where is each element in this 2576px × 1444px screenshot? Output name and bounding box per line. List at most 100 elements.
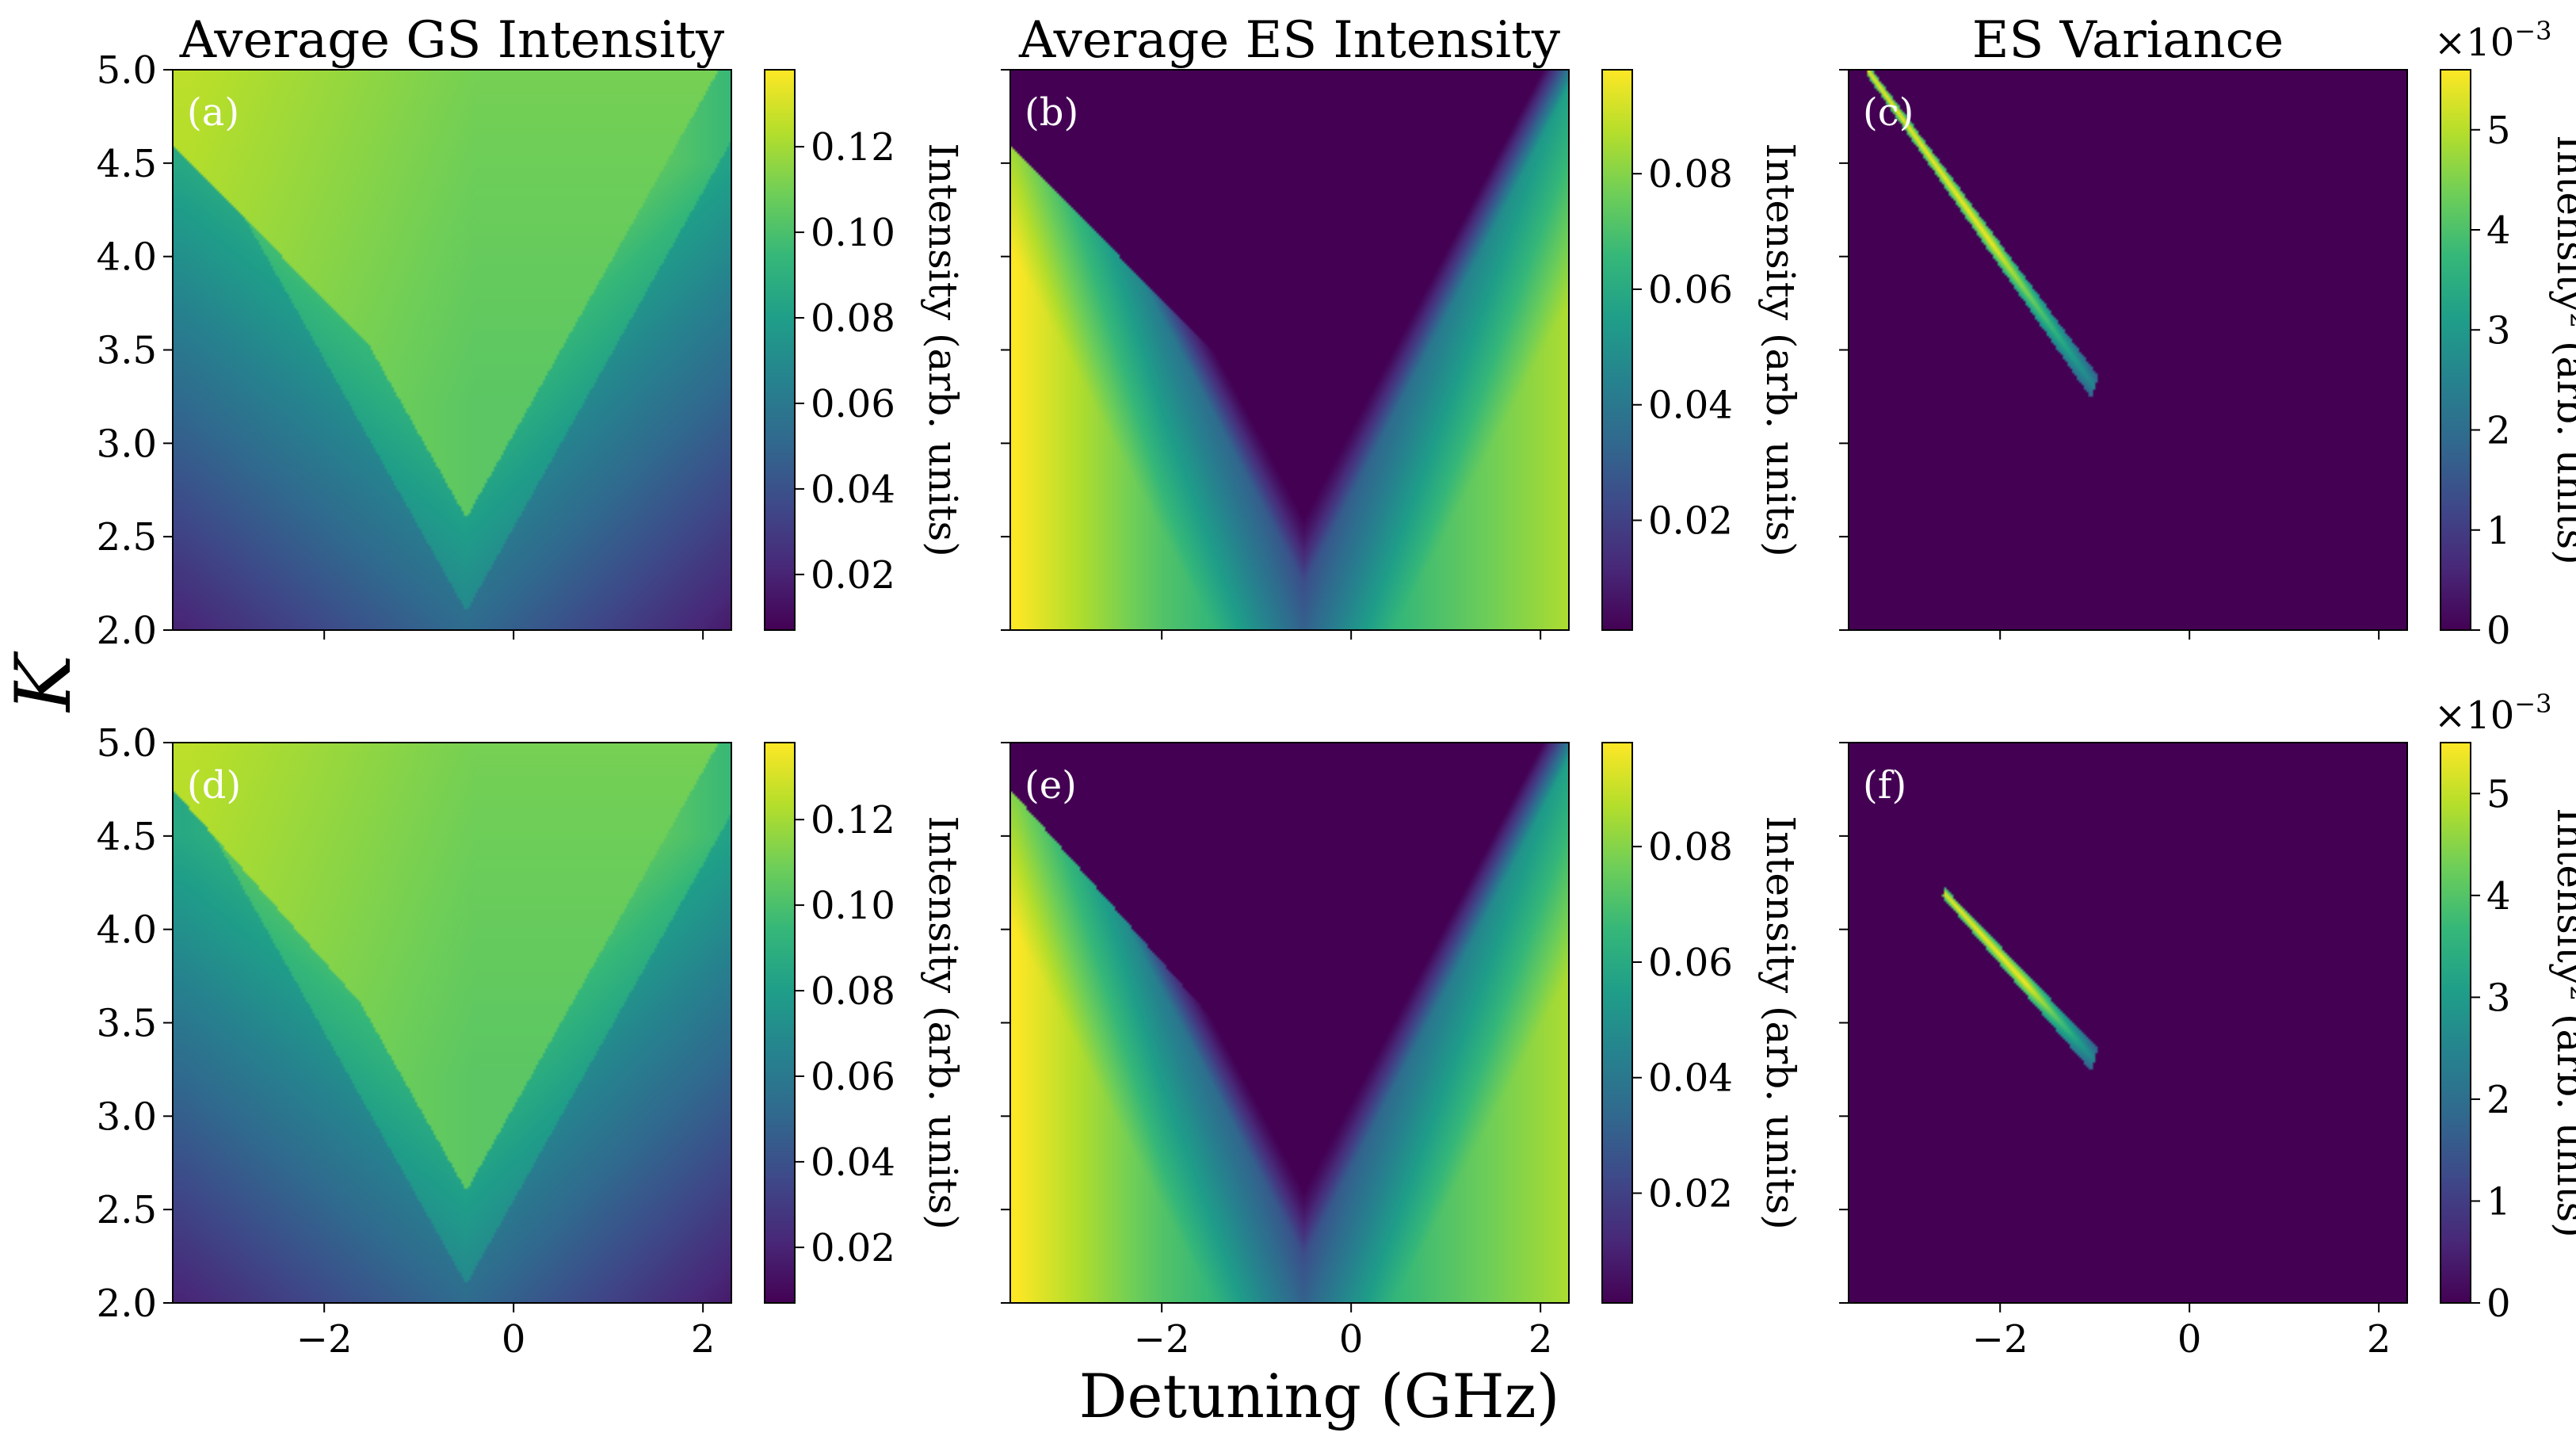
colorbar-gradient-f (2441, 743, 2471, 1303)
colorbar-tick-label-d-3: 0.08 (811, 969, 895, 1014)
x-tick-label-d-1: 0 (502, 1317, 526, 1362)
colorbar-tick-label-a-1: 0.04 (811, 468, 895, 512)
y-tick-label-d-3: 3.5 (97, 1002, 157, 1046)
colorbar-frame-f (2440, 742, 2471, 1304)
panel-label-e: (e) (1025, 763, 1077, 808)
x-axis-label: Detuning (GHz) (1079, 1361, 1560, 1431)
y-tick-label-d-2: 3.0 (97, 1094, 157, 1139)
y-tick-label-d-5: 4.5 (97, 815, 157, 859)
panel-f: (f) −2 0 2 0 1 2 3 4 5 Intensity² (arb. units) ×10−… (1839, 689, 2576, 1362)
x-tick-label-d-0: −2 (296, 1317, 353, 1362)
colorbar-f: 0 1 2 3 4 5 Intensity² (arb. units) ×10−3 (2434, 689, 2576, 1326)
colorbar-tick-label-f-3: 3 (2486, 976, 2511, 1020)
colorbar-tick-label-f-5: 5 (2486, 772, 2511, 816)
panels-group: (a) Average GS Intensity 2.0 2.5 3.0 3.5 4.0 4.… (97, 11, 2576, 1362)
panel-label-d: (d) (187, 763, 241, 808)
heatmap-e (1010, 743, 1569, 1303)
colorbar-c: 0 1 2 3 4 5 Intensity² (arb. units) ×10−3 (2434, 16, 2576, 653)
colorbar-frame-d (764, 742, 796, 1304)
colorbar-gradient-a (765, 70, 795, 630)
colorbar-tick-label-e-3: 0.08 (1648, 825, 1733, 869)
colorbar-tick-label-a-0: 0.02 (811, 553, 895, 598)
panel-a: (a) Average GS Intensity 2.0 2.5 3.0 3.5 4.0 4.… (97, 11, 966, 653)
colorbar-gradient-e (1602, 743, 1632, 1303)
colorbar-tick-label-e-2: 0.06 (1648, 941, 1733, 985)
colorbar-label-a: Intensity (arb. units) (920, 143, 966, 556)
colorbar-frame-b (1601, 69, 1633, 631)
y-tick-label-a-2: 3.0 (97, 422, 157, 466)
colorbar-tick-label-b-1: 0.04 (1648, 384, 1733, 428)
x-tick-label-f-2: 2 (2367, 1317, 2391, 1362)
y-tick-label-a-4: 4.0 (97, 235, 157, 280)
colorbar-frame-c (2440, 69, 2471, 631)
panel-b: (b) Average ES Intensity 0.02 0.04 0.06 0.08 I… (1001, 11, 1803, 640)
y-axis-label: K (0, 651, 88, 713)
colorbar-tick-label-f-4: 4 (2486, 874, 2511, 919)
colorbar-gradient-d (765, 743, 795, 1303)
colorbar-tick-label-c-3: 3 (2486, 308, 2511, 353)
colorbar-tick-label-c-2: 2 (2486, 409, 2511, 453)
panel-label-c: (c) (1863, 90, 1914, 135)
y-tick-label-d-4: 4.0 (97, 908, 157, 953)
colorbar-tick-label-e-1: 0.04 (1648, 1056, 1733, 1101)
x-tick-label-e-1: 0 (1339, 1317, 1364, 1362)
y-tick-label-a-0: 2.0 (97, 609, 157, 653)
heatmap-c (1849, 70, 2407, 630)
heatmap-b (1010, 70, 1569, 630)
y-tick-label-d-0: 2.0 (97, 1282, 157, 1326)
colorbar-label-d: Intensity (arb. units) (920, 816, 966, 1229)
colorbar-multiplier-f: ×10−3 (2434, 689, 2551, 738)
colorbar-tick-label-c-0: 0 (2486, 609, 2511, 653)
colorbar-label-f: Intensity² (arb. units) (2548, 808, 2576, 1237)
colorbar-label-e: Intensity (arb. units) (1757, 816, 1803, 1229)
colorbar-tick-label-b-3: 0.08 (1648, 152, 1733, 197)
colorbar-tick-label-e-0: 0.02 (1648, 1172, 1733, 1217)
colorbar-label-b: Intensity (arb. units) (1757, 143, 1803, 556)
colorbar-multiplier-c: ×10−3 (2434, 16, 2551, 65)
colorbar-tick-label-d-5: 0.12 (811, 798, 895, 842)
panel-d: (d) −2 0 2 2.0 2.5 3.0 3.5 4.0 4.5 5.0 0.02 0.04 0.06… (97, 721, 966, 1362)
panel-e: (e) −2 0 2 0.02 0.04 0.06 0.08 Intensity (arb. u… (1001, 742, 1803, 1362)
panel-label-b: (b) (1025, 90, 1078, 135)
panel-title-b: Average ES Intensity (1018, 11, 1560, 70)
y-tick-label-a-5: 4.5 (97, 142, 157, 186)
colorbar-b: 0.02 0.04 0.06 0.08 Intensity (arb. units) (1601, 69, 1803, 631)
panel-title-a: Average GS Intensity (179, 11, 724, 70)
colorbar-tick-label-a-3: 0.08 (811, 296, 895, 341)
heatmap-f (1849, 743, 2407, 1303)
colorbar-tick-label-f-2: 2 (2486, 1078, 2511, 1122)
colorbar-tick-label-b-0: 0.02 (1648, 499, 1733, 544)
x-tick-label-f-0: −2 (1972, 1317, 2028, 1362)
colorbar-gradient-c (2441, 70, 2471, 630)
colorbar-label-c: Intensity² (arb. units) (2548, 135, 2576, 564)
panel-label-f: (f) (1863, 763, 1906, 808)
heatmap-a (173, 70, 731, 630)
colorbar-a: 0.02 0.04 0.06 0.08 0.10 0.12 Intensity (arb. … (764, 69, 966, 631)
colorbar-frame-e (1601, 742, 1633, 1304)
colorbar-tick-label-d-2: 0.06 (811, 1055, 895, 1099)
panel-label-a: (a) (187, 90, 239, 135)
panel-title-c: ES Variance (1972, 11, 2284, 70)
x-tick-label-d-2: 2 (691, 1317, 716, 1362)
x-tick-label-e-0: −2 (1134, 1317, 1190, 1362)
colorbar-tick-label-c-1: 1 (2486, 509, 2511, 553)
colorbar-tick-label-d-4: 0.10 (811, 884, 895, 928)
y-tick-label-a-1: 2.5 (97, 515, 157, 560)
colorbar-tick-label-a-2: 0.06 (811, 382, 895, 426)
colorbar-tick-label-a-5: 0.12 (811, 125, 895, 170)
colorbar-tick-label-c-4: 4 (2486, 208, 2511, 253)
x-tick-label-f-1: 0 (2177, 1317, 2202, 1362)
y-tick-label-d-1: 2.5 (97, 1188, 157, 1232)
colorbar-d: 0.02 0.04 0.06 0.08 0.10 0.12 Intensity (arb. … (764, 742, 966, 1304)
colorbar-tick-label-c-5: 5 (2486, 109, 2511, 153)
colorbar-tick-label-d-1: 0.04 (811, 1140, 895, 1185)
colorbar-tick-label-f-0: 0 (2486, 1282, 2511, 1326)
colorbar-tick-label-a-4: 0.10 (811, 211, 895, 255)
x-tick-label-e-2: 2 (1528, 1317, 1553, 1362)
y-tick-label-a-3: 3.5 (97, 329, 157, 373)
y-tick-label-a-6: 5.0 (97, 48, 157, 93)
heatmap-d (173, 743, 731, 1303)
y-tick-label-d-6: 5.0 (97, 721, 157, 766)
colorbar-tick-label-b-2: 0.06 (1648, 268, 1733, 312)
